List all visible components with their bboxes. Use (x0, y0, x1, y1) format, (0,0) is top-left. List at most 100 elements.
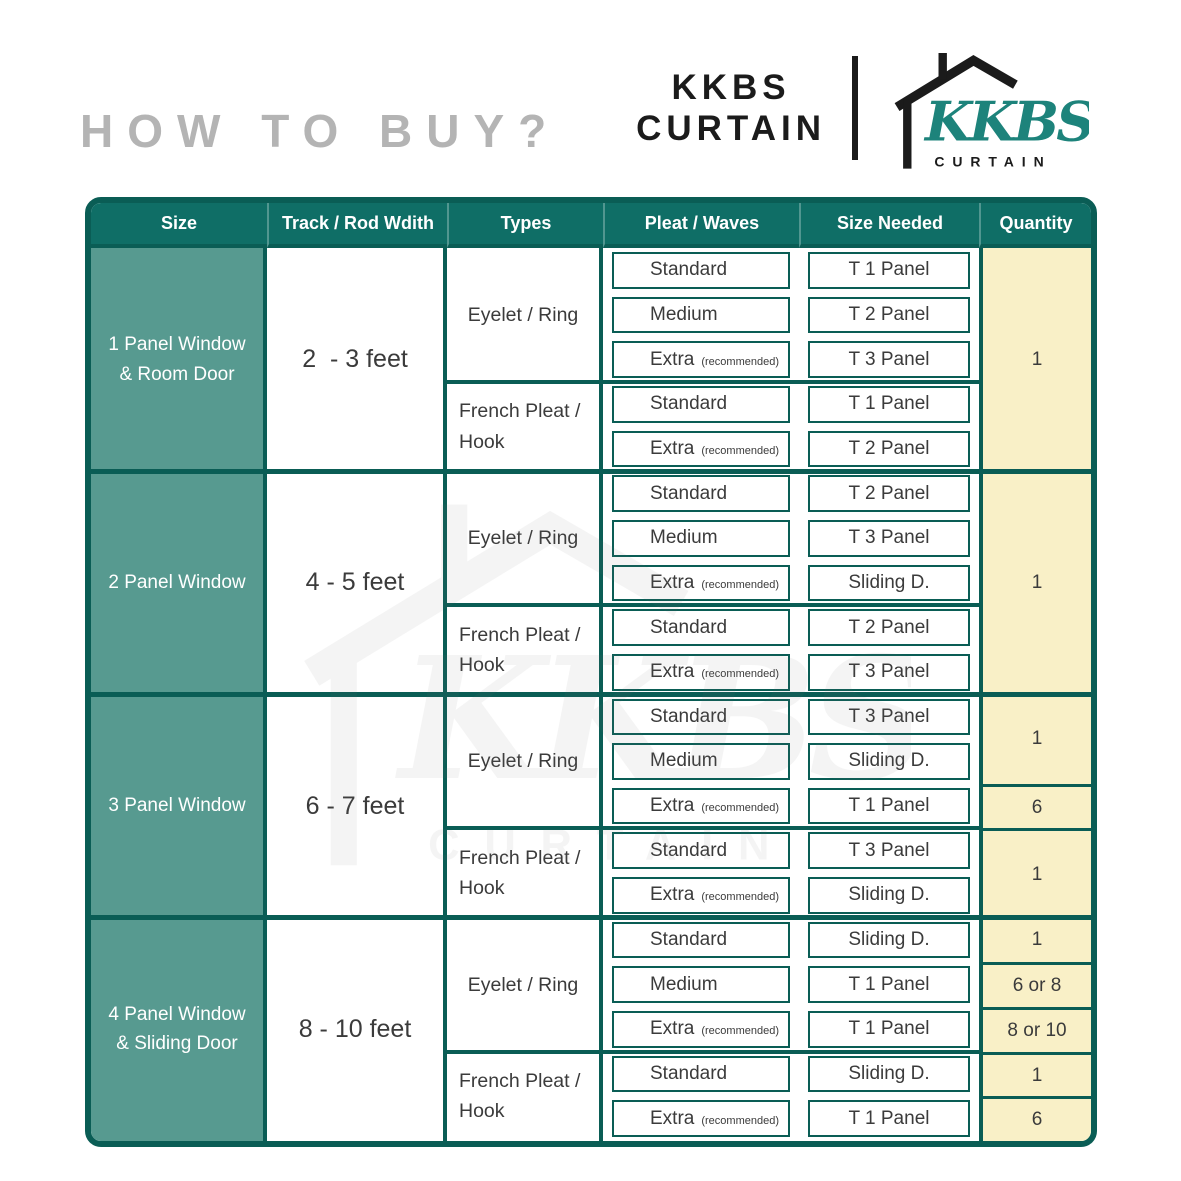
pleat-cell: Extra (recommended) (612, 564, 790, 602)
pleat-label: Standard (650, 482, 728, 504)
size-needed-cell: T 1 Panel (808, 1100, 970, 1137)
buying-guide-table: Size Track / Rod Wdith Types Pleat / Waves S… (85, 197, 1097, 1147)
quantity-cell: 1 (979, 828, 1091, 918)
brand-wordmark-line2: CURTAIN (636, 109, 826, 148)
size-cell: 3 Panel Window (91, 694, 267, 918)
size-needed-cell: Sliding D. (808, 877, 970, 914)
recommended-note: (recommended) (701, 578, 779, 591)
type-label: Eyelet / Ring (467, 527, 579, 550)
pleat-cell: Standard (612, 698, 790, 736)
type-cell: French Pleat / Hook (447, 1051, 603, 1141)
type-cell: Eyelet / Ring (447, 248, 603, 382)
pleat-cell: Standard (612, 252, 790, 289)
size-needed-cell: T 1 Panel (808, 966, 970, 1004)
size-needed-cell: Sliding D. (808, 921, 970, 959)
size-cell-line: & Sliding Door (116, 1033, 238, 1055)
pleat-label: Standard (650, 1063, 728, 1085)
recommended-note: (recommended) (701, 802, 779, 815)
size-needed-cell: T 3 Panel (808, 519, 970, 557)
quantity-cell: 1 (979, 1051, 1091, 1097)
size-cell: 1 Panel Window & Room Door (91, 248, 267, 472)
pleat-label: Extra (650, 571, 695, 593)
size-cell: 2 Panel Window (91, 471, 267, 695)
pleat-label: Medium (650, 750, 718, 772)
pleat-cell: Standard (612, 921, 790, 959)
size-needed-cell: T 3 Panel (808, 653, 970, 691)
size-cell-line: & Room Door (119, 363, 235, 385)
size-cell-line: 4 Panel Window (108, 1003, 246, 1025)
type-label: Eyelet / Ring (467, 303, 579, 326)
quantity-cell: 8 or 10 (979, 1007, 1091, 1052)
pleat-cell: Extra (recommended) (612, 653, 790, 691)
column-header-size: Size (91, 203, 267, 248)
pleat-label: Standard (650, 839, 728, 861)
table-grid: Size Track / Rod Wdith Types Pleat / Waves S… (91, 203, 1091, 1141)
pleat-cell: Medium (612, 519, 790, 557)
size-needed-cell: T 2 Panel (808, 475, 970, 512)
pleat-cell: Medium (612, 966, 790, 1004)
type-cell: Eyelet / Ring (447, 471, 603, 606)
size-cell-line: 2 Panel Window (108, 572, 246, 594)
size-needed-cell: T 1 Panel (808, 252, 970, 289)
pleat-label: Medium (650, 973, 718, 995)
recommended-note: (recommended) (701, 891, 779, 904)
type-label: Eyelet / Ring (467, 750, 579, 773)
column-header-quantity: Quantity (979, 203, 1091, 248)
quantity-cell: 1 (979, 248, 1091, 472)
pleat-cell: Extra (recommended) (612, 1100, 790, 1137)
pleat-label: Extra (650, 661, 695, 683)
pleat-label: Standard (650, 616, 728, 638)
type-label: French Pleat / Hook (459, 400, 581, 453)
pleat-label: Extra (650, 795, 695, 817)
size-needed-cell: T 2 Panel (808, 430, 970, 468)
size-needed-cell: T 2 Panel (808, 609, 970, 646)
size-cell: 4 Panel Window & Sliding Door (91, 917, 267, 1141)
size-needed-cell: T 3 Panel (808, 341, 970, 378)
pleat-cell: Extra (recommended) (612, 341, 790, 378)
size-needed-cell: T 1 Panel (808, 1011, 970, 1048)
track-width-cell: 4 - 5 feet (267, 471, 447, 695)
pleat-label: Extra (650, 437, 695, 459)
pleat-cell: Extra (recommended) (612, 787, 790, 825)
pleat-label: Standard (650, 259, 728, 281)
size-cell-line: 3 Panel Window (108, 795, 246, 817)
type-label: Eyelet / Ring (467, 973, 579, 996)
size-needed-cell: T 3 Panel (808, 698, 970, 736)
type-cell: Eyelet / Ring (447, 694, 603, 829)
pleat-cell: Standard (612, 832, 790, 870)
type-label: French Pleat / Hook (459, 623, 581, 676)
size-needed-cell: Sliding D. (808, 743, 970, 780)
pleat-label: Standard (650, 393, 728, 415)
pleat-label: Standard (650, 705, 728, 727)
pleat-label: Extra (650, 1018, 695, 1040)
type-cell: French Pleat / Hook (447, 381, 603, 472)
column-header-track-rod-wdith: Track / Rod Wdith (267, 203, 447, 248)
type-label: French Pleat / Hook (459, 1070, 581, 1123)
quantity-cell: 1 (979, 471, 1091, 695)
brand-wordmark: KKBS CURTAIN (636, 67, 826, 150)
recommended-note: (recommended) (701, 444, 779, 457)
page-title: HOW TO BUY? (80, 105, 561, 157)
recommended-note: (recommended) (701, 1114, 779, 1127)
column-header-types: Types (447, 203, 603, 248)
quantity-cell: 1 (979, 694, 1091, 784)
quantity-cell: 1 (979, 917, 1091, 963)
size-needed-cell: T 3 Panel (808, 832, 970, 870)
pleat-cell: Medium (612, 743, 790, 780)
kkbs-house-logo-icon: KKBS CURTAIN (884, 38, 1096, 178)
track-width-cell: 8 - 10 feet (267, 917, 447, 1141)
type-label: French Pleat / Hook (459, 846, 581, 900)
size-needed-cell: T 2 Panel (808, 296, 970, 334)
svg-text:KKBS: KKBS (923, 90, 1089, 154)
recommended-note: (recommended) (701, 668, 779, 681)
pleat-cell: Standard (612, 475, 790, 512)
recommended-note: (recommended) (701, 1025, 779, 1038)
quantity-cell: 6 (979, 1096, 1091, 1141)
type-cell: French Pleat / Hook (447, 605, 603, 695)
type-cell: Eyelet / Ring (447, 917, 603, 1052)
pleat-label: Extra (650, 348, 695, 370)
pleat-cell: Standard (612, 385, 790, 423)
pleat-label: Standard (650, 929, 728, 951)
quantity-cell: 6 or 8 (979, 962, 1091, 1008)
